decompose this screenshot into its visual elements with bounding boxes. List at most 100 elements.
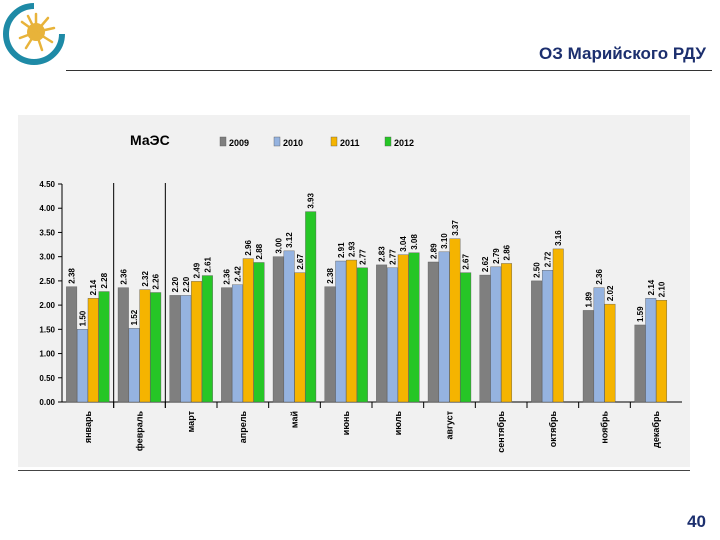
data-label: 2.20 [171,276,180,292]
data-label: 3.93 [307,192,316,208]
chart-panel: МаЭС 2009 2010 2011 2012 0.00 0.50 1.00 1.50 2.… [18,115,690,467]
data-label: 3.12 [285,232,294,248]
bar-2011 [346,259,358,403]
y-tick-label: 0.00 [39,398,55,407]
data-label: 2.50 [533,262,542,278]
bar-2011 [397,254,409,403]
data-label: 2.36 [223,269,232,285]
data-label: 3.16 [554,230,563,246]
category-label: сентябрь [496,411,506,453]
bar-2009 [479,274,491,403]
category-label: август [445,410,455,439]
chart-bars [66,211,668,403]
bar-2011 [191,281,203,403]
legend-swatch-2011 [330,136,338,147]
bar-2011 [242,258,254,403]
data-label: 2.26 [152,273,161,289]
bar-2012 [150,292,162,403]
data-label: 2.20 [182,276,191,292]
chart-legend: 2009 2010 2011 2012 [219,136,414,148]
data-label: 2.77 [358,249,367,265]
bar-2011 [449,238,461,403]
data-label: 3.08 [410,234,419,250]
bar-2011 [552,248,564,403]
bar-2009 [221,287,233,403]
y-tick-label: 2.50 [39,277,55,286]
data-label: 2.38 [326,268,335,284]
slide-title: ОЗ Марийского РДУ [539,44,706,63]
legend-swatch-2010 [273,136,281,147]
data-label: 2.10 [658,281,667,297]
bar-2010 [335,260,347,403]
bar-2009 [66,286,78,403]
chart-axes: 0.00 0.50 1.00 1.50 2.00 2.50 3.00 3.50 4.00 4.50 [39,180,682,408]
bar-2009 [531,280,543,403]
category-label: январь [83,411,93,444]
data-label: 3.37 [451,220,460,236]
data-label: 2.93 [348,241,357,257]
data-label: 3.10 [440,233,449,249]
data-label: 2.86 [503,244,512,260]
data-label: 1.52 [130,309,139,325]
legend-swatch-2012 [384,136,392,147]
data-label: 2.02 [606,285,615,301]
data-label: 2.32 [141,270,150,286]
bar-2012 [305,211,317,403]
bar-2011 [294,272,306,403]
bar-2009 [376,264,388,403]
data-label: 2.42 [233,266,242,282]
data-label: 2.67 [462,254,471,270]
category-label: март [186,410,196,432]
data-label: 1.50 [78,310,87,326]
bar-2009 [427,261,439,403]
data-label: 2.77 [388,249,397,265]
data-label: 3.00 [274,238,283,254]
legend-label: 2010 [283,138,303,148]
bar-2009 [117,287,129,403]
category-label: октябрь [548,411,558,448]
legend-label: 2012 [394,138,414,148]
y-tick-label: 4.50 [39,180,55,189]
y-tick-label: 4.00 [39,204,55,213]
data-label: 1.89 [584,291,593,307]
bar-2010 [231,284,243,403]
data-label: 2.36 [119,269,128,285]
data-label: 2.89 [429,243,438,259]
y-tick-label: 2.00 [39,301,55,310]
data-label: 2.96 [244,239,253,255]
chart-title: МаЭС [130,132,170,148]
y-tick-label: 1.00 [39,350,55,359]
title-divider [66,70,712,71]
bar-2012 [408,252,420,403]
data-label: 2.28 [100,272,109,288]
bar-2011 [604,303,616,403]
bar-2011 [87,298,99,403]
data-label: 2.38 [68,268,77,284]
legend-swatch-2009 [219,136,227,147]
page-number: 40 [687,512,706,531]
category-label: апрель [238,411,248,444]
bar-2009 [634,324,646,403]
category-label: ноябрь [600,411,610,444]
legend-label: 2011 [340,138,360,148]
data-label: 2.79 [492,248,501,264]
bar-chart: МаЭС 2009 2010 2011 2012 0.00 0.50 1.00 1.50 2.… [39,132,682,453]
bar-2011 [656,300,668,403]
y-tick-label: 1.50 [39,325,55,334]
bar-2010 [128,328,140,403]
data-label: 2.49 [193,262,202,278]
bar-2010 [541,270,553,403]
data-label: 2.61 [203,256,212,272]
data-label: 2.14 [647,279,656,295]
bar-2009 [582,310,594,403]
category-label: февраль [135,411,145,452]
chart-category-labels: январь февраль март апрель май июнь июль август… [83,410,661,452]
y-tick-label: 0.50 [39,374,55,383]
legend-label: 2009 [229,138,249,148]
bar-2011 [139,289,151,403]
category-label: июнь [341,411,351,436]
data-label: 2.14 [89,279,98,295]
bar-2010 [180,295,192,403]
bar-2010 [438,251,450,403]
bar-2010 [386,267,398,403]
